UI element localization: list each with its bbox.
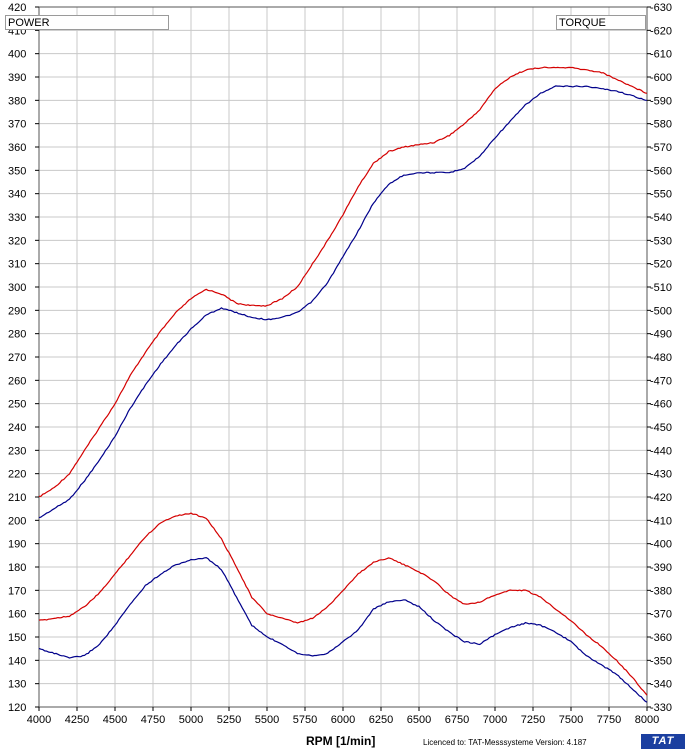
x-tick-label: 5250 [217, 714, 241, 726]
right-tick-label: -530 [650, 235, 672, 247]
x-tick-label: 5000 [179, 714, 203, 726]
right-tick-label: -620 [650, 25, 672, 37]
power-series-line-red [38, 66, 648, 497]
right-tick-label: -480 [650, 352, 672, 364]
left-tick-label: 340 [8, 189, 26, 201]
right-tick-label: -560 [650, 165, 672, 177]
right-tick-label: -490 [650, 329, 672, 341]
left-y-axis-power: 120 130 140 150 160 170 180 190 200 210 220 230 240 2… [8, 2, 39, 714]
x-tick-label: 6750 [445, 714, 469, 726]
left-tick-label: 140 [8, 655, 26, 667]
left-tick-label: 250 [8, 399, 26, 411]
right-tick-label: -380 [650, 585, 672, 597]
x-tick-label: 4000 [27, 714, 51, 726]
left-tick-label: 310 [8, 259, 26, 271]
torque-series-line-red [38, 512, 648, 696]
right-tick-label: -520 [650, 259, 672, 271]
right-tick-label: -440 [650, 445, 672, 457]
x-tick-label: 4750 [141, 714, 165, 726]
chart-grid [38, 6, 648, 708]
left-tick-label: 180 [8, 562, 26, 574]
right-tick-label: -460 [650, 399, 672, 411]
right-tick-label: -330 [650, 702, 672, 714]
right-tick-label: -370 [650, 609, 672, 621]
right-tick-label: -580 [650, 119, 672, 131]
left-tick-label: 210 [8, 492, 26, 504]
x-axis-rpm: 4000 4250 4500 4750 5000 5250 5500 5750 6000 6250… [27, 707, 659, 726]
x-tick-label: 4250 [65, 714, 89, 726]
right-tick-label: -570 [650, 142, 672, 154]
right-tick-label: -420 [650, 492, 672, 504]
left-tick-label: 320 [8, 235, 26, 247]
right-tick-label: -500 [650, 305, 672, 317]
right-tick-label: -410 [650, 515, 672, 527]
right-tick-label: -510 [650, 282, 672, 294]
left-tick-label: 260 [8, 375, 26, 387]
x-tick-label: 5500 [255, 714, 279, 726]
x-tick-label: 7750 [597, 714, 621, 726]
right-y-axis-torque: -330 -340 -350 -360 -370 -380 -390 -400 -410 -420… [647, 2, 672, 714]
torque-legend-label: TORQUE [556, 15, 646, 30]
x-tick-label: 6000 [331, 714, 355, 726]
right-tick-label: -470 [650, 375, 672, 387]
right-tick-label: -550 [650, 189, 672, 201]
right-tick-label: -340 [650, 679, 672, 691]
left-tick-label: 160 [8, 609, 26, 621]
left-tick-label: 150 [8, 632, 26, 644]
x-tick-label: 6500 [407, 714, 431, 726]
left-tick-label: 330 [8, 212, 26, 224]
x-tick-label: 8000 [635, 714, 659, 726]
left-tick-label: 350 [8, 165, 26, 177]
left-tick-label: 360 [8, 142, 26, 154]
power-legend-label: POWER [5, 15, 169, 30]
left-tick-label: 370 [8, 119, 26, 131]
right-tick-label: -390 [650, 562, 672, 574]
right-tick-label: -400 [650, 539, 672, 551]
x-tick-label: 7500 [559, 714, 583, 726]
x-tick-label: 7000 [483, 714, 507, 726]
x-tick-label: 4500 [103, 714, 127, 726]
right-tick-label: -360 [650, 632, 672, 644]
left-tick-label: 170 [8, 585, 26, 597]
right-tick-label: -350 [650, 655, 672, 667]
x-tick-label: 7250 [521, 714, 545, 726]
left-tick-label: 280 [8, 329, 26, 341]
licence-text: Licenced to: TAT-Messsysteme Version: 4.… [423, 738, 587, 747]
left-tick-label: 220 [8, 469, 26, 481]
power-series-line-blue [38, 85, 648, 519]
brand-logo: TAT [641, 734, 685, 749]
right-tick-label: -540 [650, 212, 672, 224]
left-tick-label: 390 [8, 72, 26, 84]
right-tick-label: -450 [650, 422, 672, 434]
right-tick-label: -630 [650, 2, 672, 14]
left-tick-label: 290 [8, 305, 26, 317]
left-tick-label: 240 [8, 422, 26, 434]
left-tick-label: 300 [8, 282, 26, 294]
x-axis-title: RPM [1/min] [306, 734, 376, 748]
torque-series-line-blue [38, 556, 648, 703]
right-tick-label: -610 [650, 49, 672, 61]
left-tick-label: 400 [8, 49, 26, 61]
chart-series [38, 66, 648, 703]
left-tick-label: 120 [8, 702, 26, 714]
left-tick-label: 130 [8, 679, 26, 691]
right-tick-label: -590 [650, 95, 672, 107]
left-tick-label: 380 [8, 95, 26, 107]
right-tick-label: -600 [650, 72, 672, 84]
left-tick-label: 190 [8, 539, 26, 551]
x-tick-label: 5750 [293, 714, 317, 726]
left-tick-label: 270 [8, 352, 26, 364]
left-tick-label: 230 [8, 445, 26, 457]
right-tick-label: -430 [650, 469, 672, 481]
left-tick-label: 200 [8, 515, 26, 527]
x-tick-label: 6250 [369, 714, 393, 726]
left-tick-label: 420 [8, 2, 26, 14]
